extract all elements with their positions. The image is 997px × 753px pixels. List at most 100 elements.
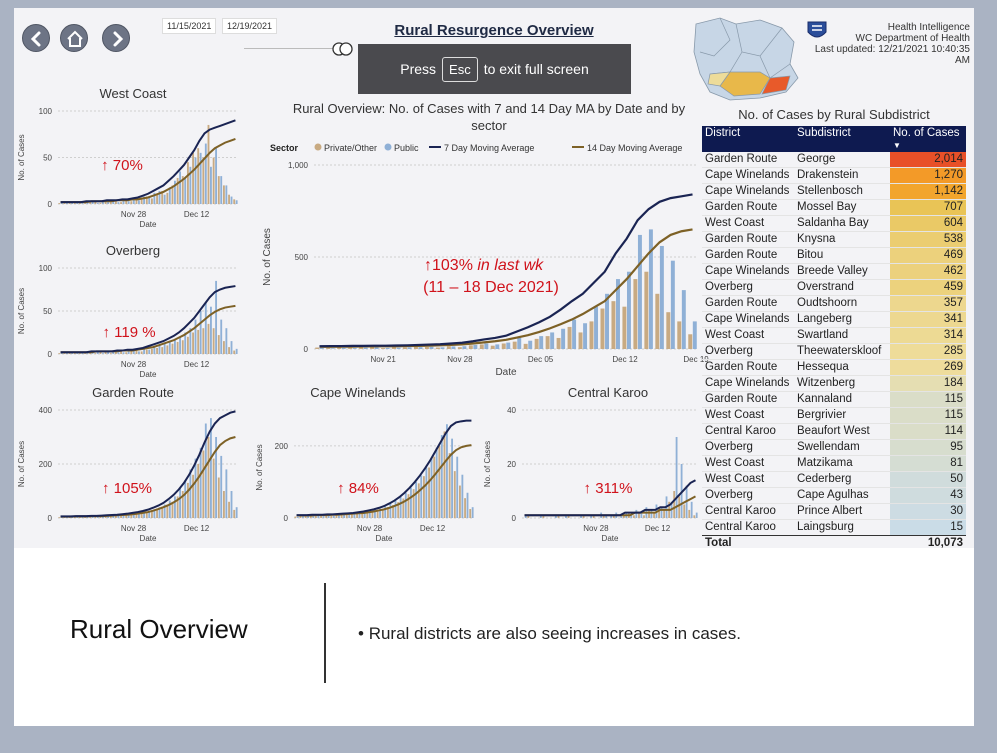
bar-public [163,343,166,354]
trend-annotation-line-1: ↑103% in last wk [424,257,544,274]
bar-private [94,516,97,518]
bar-private [181,491,184,518]
footer-title: Rural Overview [70,614,248,644]
bar-private [359,347,364,349]
x-tick-label: Dec 12 [420,524,446,533]
table-row[interactable]: Central Karoo Prince Albert 30 [702,503,966,520]
table-row[interactable]: Garden Route Oudtshoorn 357 [702,295,966,312]
bar-public [353,513,356,518]
table-row[interactable]: West Coast Bergrivier 115 [702,407,966,424]
bar-public [630,515,633,518]
table-row[interactable]: Overberg Overstrand 459 [702,279,966,296]
bar-private [73,203,76,204]
date-slider-handle[interactable] [332,41,354,57]
bar-public [194,157,197,204]
bar-public [91,353,94,354]
cell-cases: 469 [890,247,966,264]
table-row[interactable]: Cape Winelands Breede Valley 462 [702,263,966,280]
date-slider-track[interactable] [244,48,344,49]
col-cases[interactable]: No. of Cases ▼ [890,126,966,152]
table-row[interactable]: Garden Route Knysna 538 [702,231,966,248]
table-row[interactable]: West Coast Swartland 314 [702,327,966,344]
x-axis-label: Date [140,370,157,379]
table-row[interactable]: Garden Route Kannaland 115 [702,391,966,408]
table-row[interactable]: Cape Winelands Witzenberg 184 [702,375,966,392]
forward-button[interactable] [102,24,130,52]
date-start-input[interactable]: 11/15/2021 [162,18,217,34]
table-row[interactable]: Cape Winelands Drakenstein 1,270 [702,167,966,184]
bar-public [363,347,368,349]
bar-private [176,496,179,518]
bar-public [138,200,140,204]
table-row[interactable]: Overberg Theewaterskloof 285 [702,343,966,360]
table-row[interactable]: West Coast Cederberg 50 [702,471,966,488]
bar-public [189,469,192,518]
bar-private [648,509,650,518]
cell-subdistrict: George [797,153,836,165]
table-total-row: Total 10,073 [702,535,966,548]
bar-private [186,482,189,518]
legend-ma14: 14 Day Moving Average [587,143,682,153]
bar-private [644,271,649,349]
bar-public [394,500,397,518]
bar-public [374,510,376,518]
bar-private [534,338,539,349]
bar-private [663,509,666,518]
table-row[interactable]: Garden Route Mossel Bay 707 [702,199,966,216]
bar-private [150,198,153,204]
bar-public [338,515,340,518]
bar-public [163,194,166,204]
bar-private [688,509,691,518]
bar-public [122,515,125,518]
bar-private [233,350,236,354]
bar-private [501,343,506,349]
table-row[interactable]: Overberg Swellendam 95 [702,439,966,456]
bar-private [99,352,102,354]
bar-private [386,507,389,518]
back-button[interactable] [22,24,50,52]
bar-private [479,344,484,349]
col-subdistrict[interactable]: Subdistrict [794,126,890,152]
bar-private [58,203,61,204]
wc-government-logo [807,21,827,38]
chart-title: West Coast [100,86,167,101]
bar-private [171,343,174,354]
bar-private [464,498,466,518]
bar-private [611,301,616,349]
bar-private [222,341,225,354]
y-tick-label: 0 [48,514,53,523]
bar-public [220,455,223,518]
bar-public [396,347,401,349]
bar-private [125,514,128,518]
table-row[interactable]: Central Karoo Beaufort West 114 [702,423,966,440]
table-row[interactable]: Garden Route Bitou 469 [702,247,966,264]
bar-private [202,328,205,354]
table-row[interactable]: Garden Route George 2,014 [702,152,966,168]
table-row[interactable]: West Coast Matzikama 81 [702,455,966,472]
bar-public [132,199,135,204]
date-end-input[interactable]: 12/19/2021 [222,18,278,34]
bar-private [212,458,215,518]
bar-private [490,345,495,349]
cell-district: Garden Route [705,153,778,165]
bar-public [506,342,511,349]
table-row[interactable]: Central Karoo Laingsburg 15 [702,519,966,536]
cell-district: Central Karoo [705,425,776,437]
home-button[interactable] [60,24,88,52]
bar-public [379,508,382,518]
cell-subdistrict: Swellendam [797,441,860,453]
cell-subdistrict: Breede Valley [797,265,868,277]
table-row[interactable]: Cape Winelands Stellenbosch 1,142 [702,183,966,200]
bar-private [633,279,638,349]
bar-private [673,491,676,518]
table-row[interactable]: Overberg Cape Agulhas 43 [702,487,966,504]
bar-private [458,485,461,518]
table-row[interactable]: West Coast Saldanha Bay 604 [702,215,966,232]
bar-private [567,515,570,518]
table-row[interactable]: Garden Route Hessequa 269 [702,359,966,376]
bar-public [96,203,99,204]
y-tick-label: 50 [43,307,52,316]
table-row[interactable]: Cape Winelands Langeberg 341 [702,311,966,328]
bar-private [176,341,179,354]
col-district[interactable]: District [702,126,794,152]
